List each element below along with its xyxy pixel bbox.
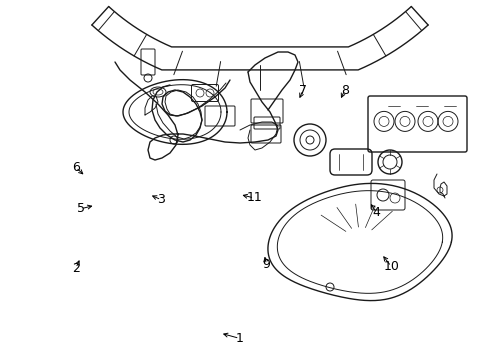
Text: 4: 4 <box>372 206 380 219</box>
Text: 7: 7 <box>299 84 306 96</box>
Text: 11: 11 <box>246 192 262 204</box>
Text: 3: 3 <box>157 193 165 206</box>
Text: 1: 1 <box>235 332 243 345</box>
Text: 6: 6 <box>72 161 80 174</box>
Text: 2: 2 <box>72 262 80 275</box>
Text: 5: 5 <box>77 202 84 215</box>
Text: 9: 9 <box>262 258 270 271</box>
Text: 10: 10 <box>383 260 398 273</box>
Text: 8: 8 <box>340 84 348 96</box>
